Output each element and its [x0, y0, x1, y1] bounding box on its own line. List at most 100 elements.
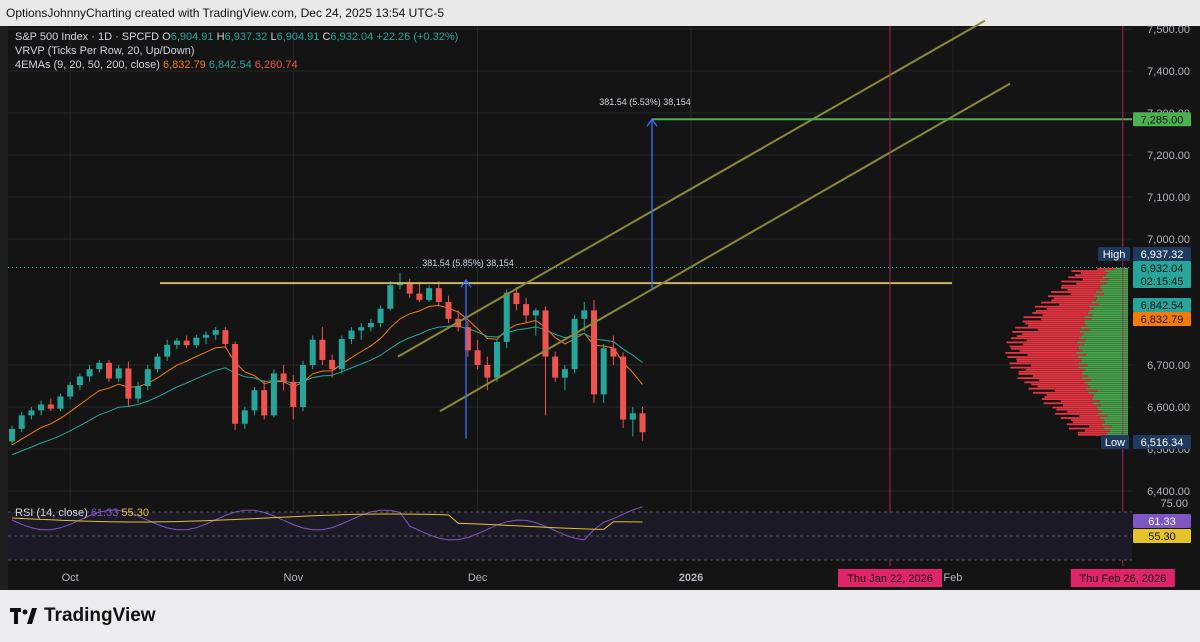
- high-label: H: [216, 31, 225, 43]
- candle-body: [232, 344, 239, 424]
- candle-body: [154, 356, 161, 370]
- volume-bar-up: [1081, 335, 1128, 337]
- candle-body: [377, 308, 384, 323]
- volume-bar-up: [1091, 398, 1128, 400]
- rsi-price-tag: 61.33: [1148, 516, 1176, 528]
- ema-legend-row[interactable]: 4EMAs (9, 20, 50, 200, close) 6,832.79 6…: [15, 58, 458, 72]
- volume-bar-up: [1104, 419, 1128, 421]
- volume-bar-up: [1106, 431, 1128, 434]
- low-label: L: [270, 31, 277, 43]
- candle-body: [552, 356, 559, 378]
- volume-bar-up: [1088, 391, 1128, 394]
- volume-bar-up: [1083, 333, 1128, 335]
- volume-bar-down: [1028, 387, 1087, 390]
- ema200-value: 6,260.74: [254, 59, 298, 71]
- volume-bar-down: [1041, 318, 1092, 321]
- candle-body: [532, 310, 539, 316]
- volume-profile: [1005, 268, 1128, 436]
- ema20-price-tag-bg: [1133, 298, 1191, 312]
- volume-bar-up: [1081, 360, 1128, 363]
- volume-bar-up: [1078, 337, 1128, 340]
- volume-bar-down: [1011, 347, 1079, 350]
- volume-bar-up: [1100, 284, 1128, 287]
- time-tick-label: Nov: [284, 572, 304, 584]
- ema9-line: [11, 304, 643, 446]
- candle-body: [135, 386, 142, 399]
- candle-body: [67, 385, 74, 397]
- symbol-label[interactable]: S&P 500 Index · 1D · SPCFD: [15, 31, 160, 43]
- channel-lower-line: [439, 82, 1011, 413]
- volume-bar-up: [1109, 429, 1128, 432]
- time-tick-label: Oct: [62, 572, 79, 584]
- volume-bar-up: [1076, 341, 1128, 344]
- candle-body: [474, 350, 481, 365]
- candle-body: [144, 369, 151, 386]
- volume-bar-down: [1009, 362, 1079, 365]
- candle-body: [183, 340, 190, 346]
- candle-body: [416, 293, 423, 300]
- volume-bar-up: [1078, 347, 1128, 350]
- volume-bar-down: [1016, 335, 1082, 337]
- volume-bar-down: [1052, 406, 1097, 409]
- candle-body: [96, 362, 103, 370]
- chart-lines: [11, 304, 643, 456]
- candle-body: [610, 348, 617, 357]
- volume-bar-down: [1084, 429, 1110, 432]
- volume-bar-up: [1097, 408, 1128, 411]
- volume-bar-down: [1077, 433, 1107, 436]
- volume-bar-up: [1100, 404, 1128, 407]
- time-tick-label: Dec: [468, 572, 488, 584]
- ema20-line: [11, 325, 643, 456]
- candle-body: [484, 365, 491, 378]
- close-label: C: [322, 31, 331, 43]
- volume-bar-up: [1084, 381, 1128, 384]
- volume-bar-down: [1007, 356, 1078, 358]
- candle-body: [251, 390, 258, 411]
- measure-arrow-2-head: [646, 118, 658, 127]
- volume-bar-down: [1097, 268, 1116, 270]
- candle-body: [513, 292, 520, 305]
- volume-bar-down: [1012, 331, 1080, 333]
- vrvp-label[interactable]: VRVP (Ticks Per Row, 20, Up/Down): [15, 45, 195, 57]
- volume-bar-down: [1039, 379, 1091, 382]
- volume-bar-down: [1067, 410, 1103, 413]
- volume-bar-down: [1018, 373, 1083, 375]
- volume-bar-down: [1025, 368, 1086, 371]
- volume-bar-down: [1076, 282, 1107, 285]
- volume-bar-down: [1061, 284, 1101, 287]
- volume-bar-up: [1082, 370, 1128, 373]
- volume-bar-down: [1046, 394, 1094, 396]
- volume-bar-up: [1085, 368, 1128, 371]
- volume-bar-up: [1088, 375, 1128, 377]
- tradingview-wordmark: TradingView: [44, 605, 156, 626]
- tradingview-logo[interactable]: TradingView: [10, 605, 156, 627]
- open-value: 6,904.91: [170, 31, 214, 43]
- volume-bar-down: [1027, 354, 1086, 356]
- volume-bar-up: [1085, 354, 1128, 356]
- candle-body: [397, 283, 403, 286]
- volume-bar-down: [1072, 421, 1105, 424]
- volume-bar-down: [1017, 377, 1082, 379]
- close-value: 6,932.04: [330, 31, 374, 43]
- volume-bar-up: [1095, 299, 1128, 302]
- volume-bar-down: [1040, 301, 1092, 304]
- low-tag-bg: [1101, 435, 1129, 449]
- volume-bar-up: [1087, 383, 1128, 386]
- volume-bar-down: [1016, 358, 1082, 361]
- volume-bar-down: [1089, 425, 1112, 428]
- candle-body: [358, 327, 365, 331]
- volume-bar-up: [1097, 412, 1128, 415]
- volume-bar-down: [1031, 383, 1088, 386]
- date-marker-tag-bg: [838, 569, 942, 587]
- target-price-tag: 7,285.00: [1141, 114, 1184, 126]
- volume-bar-down: [1070, 293, 1104, 295]
- candles: [9, 272, 646, 445]
- rsi-legend[interactable]: RSI (14, close) 61.33 55.30: [15, 507, 149, 519]
- volume-bar-up: [1102, 410, 1128, 413]
- volume-bar-down: [1042, 314, 1093, 316]
- high-tag-bg: [1098, 247, 1130, 261]
- credit-text: OptionsJohnnyCharting created with Tradi…: [6, 6, 445, 20]
- volume-bar-up: [1087, 364, 1128, 367]
- volume-bar-down: [1074, 274, 1106, 277]
